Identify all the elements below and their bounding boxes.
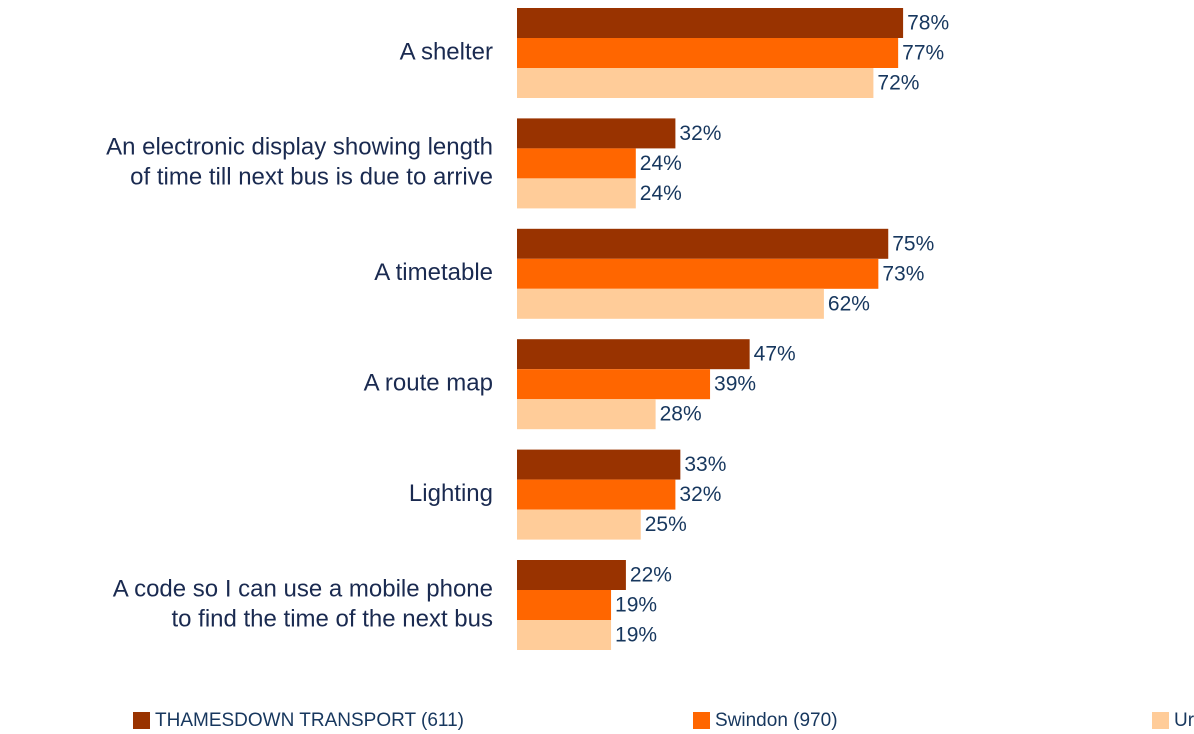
bar: [517, 38, 899, 68]
category-label: A shelter: [400, 38, 493, 65]
category-label: A code so I can use a mobile phone: [113, 575, 493, 602]
bar: [517, 118, 676, 149]
value-label: 78%: [907, 12, 949, 35]
value-label: 73%: [882, 262, 924, 285]
legend-label: THAMESDOWN TRANSPORT (611): [155, 710, 464, 731]
legend-label: Swindon (970): [715, 710, 838, 731]
category-label: An electronic display showing length: [106, 134, 493, 161]
value-label: 24%: [640, 182, 682, 205]
bar: [517, 148, 636, 179]
bar: [517, 620, 612, 650]
category-label: A timetable: [374, 259, 493, 286]
bar: [517, 479, 676, 510]
value-label: 62%: [828, 292, 870, 315]
value-label: 72%: [877, 72, 919, 95]
bar: [517, 509, 641, 540]
value-label: 25%: [645, 513, 687, 536]
bar: [517, 68, 874, 98]
value-label: 77%: [902, 42, 944, 65]
value-label: 32%: [679, 483, 721, 506]
bar: [517, 228, 889, 259]
value-label: 28%: [660, 403, 702, 426]
value-label: 33%: [684, 453, 726, 476]
bar: [517, 449, 681, 480]
bar: [517, 590, 612, 620]
value-label: 75%: [892, 232, 934, 255]
bar: [517, 288, 824, 319]
category-label: Lighting: [409, 480, 493, 507]
bar: [517, 339, 750, 370]
bar: [517, 399, 656, 430]
value-label: 32%: [679, 122, 721, 145]
bar: [517, 560, 626, 590]
legend-swatch: [133, 712, 150, 729]
value-label: 24%: [640, 152, 682, 175]
value-label: 47%: [754, 343, 796, 366]
category-label: of time till next bus is due to arrive: [130, 164, 493, 191]
value-label: 22%: [630, 564, 672, 587]
value-label: 39%: [714, 373, 756, 396]
bar: [517, 8, 904, 38]
bar: [517, 369, 711, 400]
category-label: A route map: [364, 370, 493, 397]
category-label: to find the time of the next bus: [171, 605, 493, 632]
bar: [517, 178, 636, 209]
bar: [517, 258, 879, 289]
value-label: 19%: [615, 624, 657, 647]
legend-swatch: [693, 712, 710, 729]
legend-swatch: [1152, 712, 1169, 729]
value-label: 19%: [615, 594, 657, 617]
legend-label: Urban (5455): [1174, 710, 1194, 731]
